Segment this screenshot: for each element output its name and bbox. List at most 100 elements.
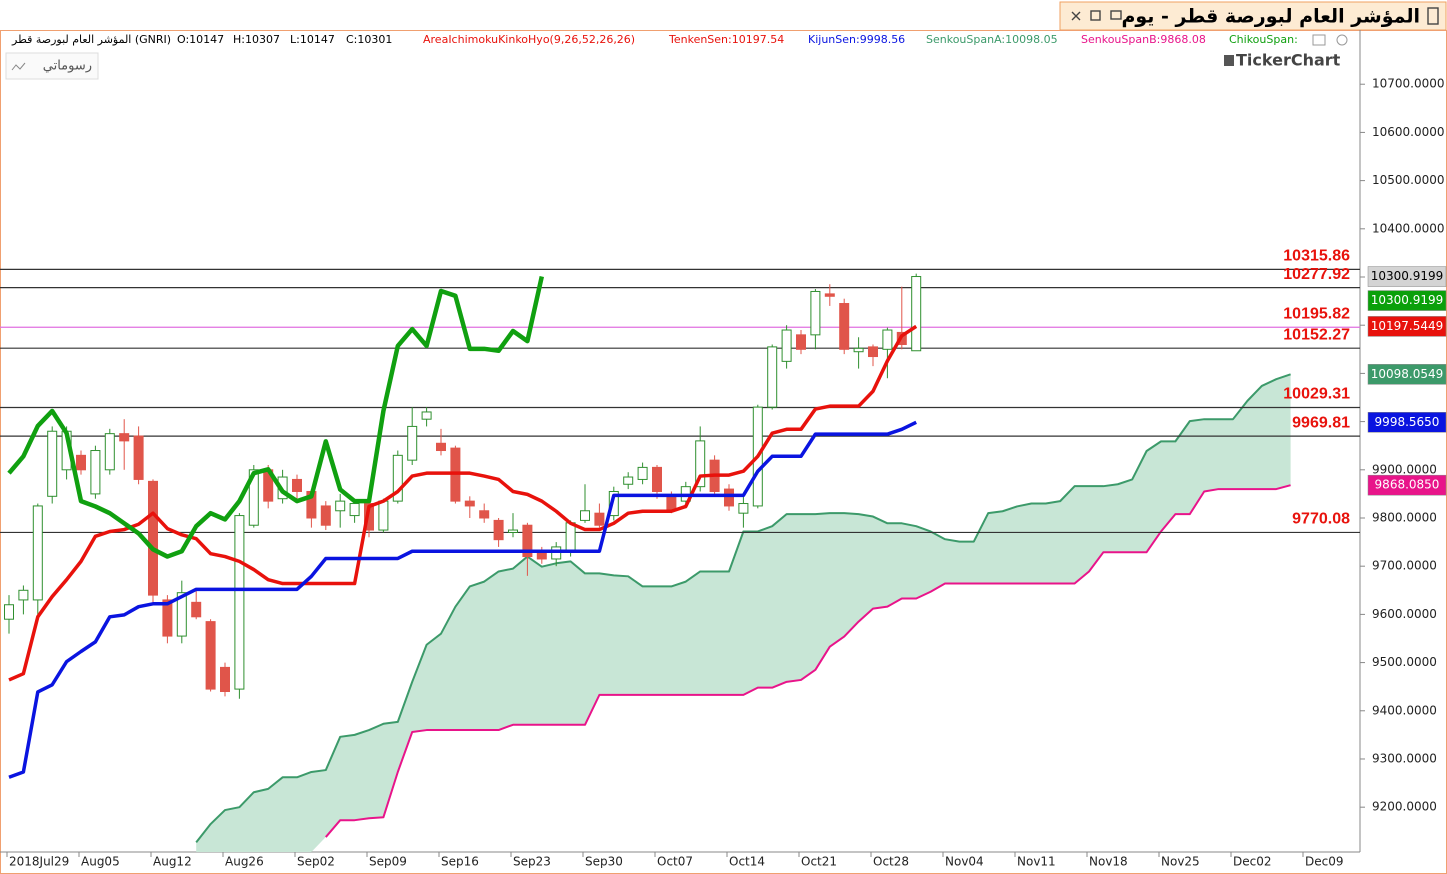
candle-body: [724, 488, 734, 507]
candle-body: [839, 303, 850, 350]
window-buttons[interactable]: [1071, 7, 1439, 25]
price-tag: [1367, 266, 1447, 287]
x-tick-label: Sep02: [297, 855, 335, 869]
x-tick-label: Oct14: [729, 855, 765, 869]
x-tick-label: Dec02: [1233, 855, 1272, 869]
level-label: 10195.82: [1283, 305, 1350, 322]
candle-body: [436, 442, 446, 452]
series-line: [8, 420, 917, 779]
price-tag: [1367, 474, 1447, 496]
x-tick-label: Aug05: [81, 855, 120, 869]
x-tick-label: Sep23: [513, 855, 551, 869]
y-tick-label: 10600.0000: [1372, 125, 1445, 139]
y-tick-label: 9400.0000: [1372, 703, 1437, 717]
candle-body: [104, 433, 115, 471]
axes: 9200.0000 9300.0000 9400.0000 9500.0000 9600…: [6, 77, 1447, 869]
x-tick-label: Aug26: [225, 855, 264, 869]
candle-body: [349, 503, 360, 517]
y-tick-label: 9500.0000: [1372, 655, 1437, 669]
button-icon: [11, 62, 26, 71]
x-tick-label: Nov18: [1089, 855, 1128, 869]
info-line: المؤشر العام لبورصة قطر (GNRI) O:10147 H:1…: [11, 33, 1298, 46]
candle-body: [47, 430, 58, 497]
series-line: [7, 276, 544, 559]
x-tick-label: Dec09: [1305, 855, 1344, 869]
y-tick-label: 9700.0000: [1372, 559, 1437, 573]
level-label: 10152.27: [1283, 326, 1350, 343]
drawings-button[interactable]: رسوماتي: [5, 52, 99, 80]
candle-body: [882, 329, 893, 350]
candle-body: [32, 505, 43, 601]
button-frame[interactable]: [5, 52, 99, 80]
candle-body: [868, 346, 878, 358]
y-tick-label: 10400.0000: [1372, 221, 1445, 235]
candle-body: [652, 466, 662, 492]
price-tag-label: 9998.5650: [1375, 415, 1440, 429]
x-tick-label: 2018Jul29: [9, 855, 69, 869]
candle-body: [90, 450, 101, 495]
chart-title: المؤشر العام لبورصة قطر - يوم: [1121, 6, 1420, 28]
candle-body: [796, 334, 806, 350]
candle-body: [767, 346, 778, 408]
series-line: [325, 484, 1291, 838]
detach-button[interactable]: [1110, 10, 1122, 20]
level-label: 10029.31: [1283, 386, 1350, 403]
candle-body: [594, 512, 605, 526]
x-tick-label: Sep30: [585, 855, 623, 869]
logo-icon: [1224, 55, 1234, 66]
button-label[interactable]: رسوماتي: [43, 59, 92, 74]
candle-body: [781, 329, 792, 362]
logo: TickerChart: [1236, 51, 1341, 70]
close-button[interactable]: [1071, 11, 1081, 21]
candle-body: [623, 476, 634, 485]
candle-body: [608, 490, 619, 517]
level-label: 9770.08: [1292, 511, 1350, 528]
candle-body: [392, 454, 403, 502]
x-tick-label: Nov04: [945, 855, 984, 869]
candle-body: [810, 290, 821, 336]
x-tick-label: Nov11: [1017, 855, 1056, 869]
candle-body: [335, 500, 346, 512]
candle-body: [493, 519, 504, 541]
x-tick-label: Aug12: [153, 855, 192, 869]
candle-body: [234, 515, 245, 690]
info-item: ChikouSpan:: [1229, 33, 1298, 46]
restore-button[interactable]: [1090, 10, 1101, 21]
price-tag-label: 10300.9199: [1371, 269, 1444, 283]
price-tag: [1367, 290, 1447, 311]
candle-body: [4, 604, 14, 620]
candle-body: [176, 592, 187, 637]
x-tick-label: Oct28: [873, 855, 909, 869]
candle-body: [133, 435, 144, 480]
x-tick-label: Sep09: [369, 855, 407, 869]
info-buttons[interactable]: [1312, 34, 1348, 46]
info-item: AreaIchimokuKinkoHyo(9,26,52,26,26): [423, 33, 635, 46]
candle-body: [364, 503, 374, 531]
x-tick-label: Sep16: [441, 855, 479, 869]
candle-body: [18, 589, 29, 601]
candle-body: [162, 599, 173, 637]
candle-body: [911, 276, 922, 352]
menu-button[interactable]: [1427, 7, 1439, 25]
info-item: C:10301: [346, 33, 392, 46]
price-tag: [1367, 316, 1447, 337]
minimize-indicator[interactable]: [1312, 34, 1326, 46]
candle-body: [738, 503, 749, 514]
candle-body: [853, 347, 864, 353]
candle-body: [148, 480, 158, 596]
level-label: 10277.92: [1283, 266, 1350, 283]
candle-body: [479, 510, 490, 519]
candle-body: [119, 433, 130, 442]
level-label: 10315.86: [1283, 248, 1350, 265]
info-item: L:10147: [290, 33, 335, 46]
settings-indicator[interactable]: [1336, 34, 1348, 46]
candle-body: [378, 500, 389, 531]
candle-body: [191, 601, 202, 618]
info-item: O:10147: [177, 33, 224, 46]
price-tag-label: 9868.0850: [1375, 478, 1440, 492]
cloud-fill: [196, 374, 1291, 852]
candle-body: [421, 411, 432, 420]
candle-body: [637, 466, 648, 480]
